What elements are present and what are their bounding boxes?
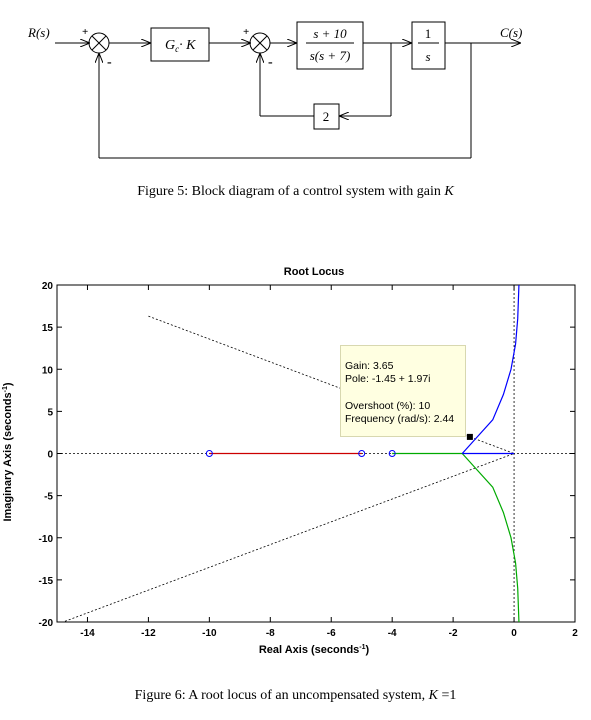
integrator-denominator: s	[425, 49, 430, 64]
datatip-gain: Gain: 3.65	[345, 360, 394, 372]
x-tick-label: -10	[202, 628, 217, 639]
root-locus-chart: Root Locus Real Axis (seconds-1) Imagina…	[2, 266, 578, 656]
y-tick-label: 15	[42, 323, 54, 334]
y-tick-label: -15	[39, 576, 54, 587]
y-tick-label: 5	[47, 407, 53, 418]
datatip-box	[340, 345, 466, 437]
x-tick-label: 0	[511, 628, 517, 639]
datatip-pole: Pole: -1.45 + 1.97i	[345, 373, 431, 385]
minus-sign-1: -	[107, 55, 112, 70]
integrator-numerator: 1	[425, 26, 432, 41]
x-tick-label: -2	[449, 628, 458, 639]
zero-marker	[358, 450, 366, 457]
x-tick-label: -8	[266, 628, 275, 639]
zero-marker	[205, 450, 213, 457]
integrator-block	[411, 21, 446, 70]
plant-numerator: s + 10	[313, 26, 347, 41]
plant-block	[296, 21, 364, 70]
y-tick-label: -5	[44, 492, 53, 503]
locus-branch	[461, 453, 520, 623]
datatip-marker	[466, 433, 473, 440]
output-label: C(s)	[500, 25, 522, 40]
block-diagram: R(s) + - Gc· K + - s + 10 s(s + 7) 1 s C…	[27, 21, 522, 159]
datatip-overshoot: Overshoot (%): 10	[345, 400, 431, 412]
y-tick-label: 0	[47, 450, 53, 461]
minus-sign-2: -	[268, 55, 273, 70]
x-tick-label: -4	[388, 628, 397, 639]
figure-6-caption: Figure 6: A root locus of an uncompensat…	[134, 688, 457, 703]
gain-block	[150, 27, 210, 62]
datatip-frequency: Frequency (rad/s): 2.44	[345, 413, 455, 425]
y-tick-label: -10	[39, 534, 54, 545]
zero-marker	[388, 450, 396, 457]
feedback-gain-label: 2	[323, 109, 330, 124]
chart-title: Root Locus	[284, 266, 345, 278]
feedback-gain-block	[313, 103, 340, 130]
gain-block-label: Gc· K	[165, 38, 196, 54]
x-tick-label: -6	[327, 628, 336, 639]
locus-branch	[461, 284, 520, 454]
figure-5-caption: Figure 5: Block diagram of a control sys…	[137, 184, 454, 199]
plant-denominator: s(s + 7)	[310, 48, 351, 63]
x-axis-label: Real Axis (seconds-1)	[259, 644, 370, 656]
x-tick-label: -12	[141, 628, 156, 639]
plus-sign-1: +	[82, 26, 88, 38]
y-tick-label: 10	[42, 365, 54, 376]
x-tick-label: -14	[80, 628, 95, 639]
y-tick-label: -20	[39, 618, 54, 629]
input-label: R(s)	[27, 25, 50, 40]
x-tick-label: 2	[572, 628, 578, 639]
plus-sign-2: +	[243, 26, 249, 38]
y-axis-label: Imaginary Axis (seconds-1)	[2, 382, 14, 521]
y-tick-label: 20	[42, 281, 54, 292]
